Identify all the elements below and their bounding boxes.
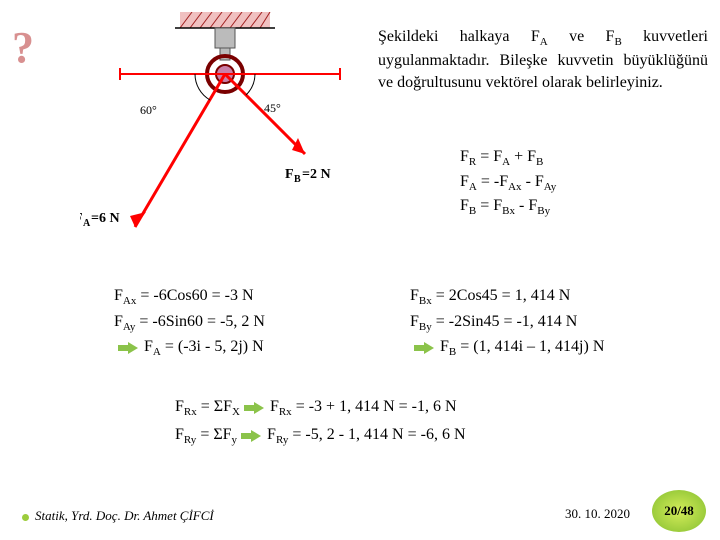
eq-line: FB = FBx - FBy <box>460 195 556 220</box>
eq-line: FR = FA + FB <box>460 146 556 171</box>
eq-line: FBx = 2Cos45 = 1, 414 N <box>410 284 604 310</box>
eq-line-left: FRx = ΣFX <box>175 394 240 422</box>
arrow-right-icon <box>241 430 263 442</box>
page-number-badge: 20/48 <box>652 490 706 532</box>
footer-date: 30. 10. 2020 <box>565 506 630 522</box>
svg-text:=2 N: =2 N <box>302 167 331 182</box>
eq-line: FB = (1, 414i – 1, 414j) N <box>440 335 604 361</box>
eq-line-right: FRx = -3 + 1, 414 N = -1, 6 N <box>270 394 457 422</box>
angle-left-label: 60° <box>140 103 157 117</box>
eq-line: FA = -FAx - FAy <box>460 171 556 196</box>
force-diagram: 60° 45° F A =6 N F B =2 N <box>80 12 380 242</box>
arrow-right-icon <box>244 402 266 414</box>
eq-line-left: FRy = ΣFy <box>175 422 237 450</box>
equations-resultant-calc: FRx = ΣFX FRx = -3 + 1, 414 N = -1, 6 N … <box>175 394 466 450</box>
arrow-right-icon <box>414 342 436 354</box>
eq-line: FAx = -6Cos60 = -3 N <box>114 284 265 310</box>
question-mark: ? <box>12 22 34 73</box>
eq-line: FBy = -2Sin45 = -1, 414 N <box>410 310 604 336</box>
footer-author: Statik, Yrd. Doç. Dr. Ahmet ÇİFCİ <box>22 508 214 524</box>
angle-right-label: 45° <box>264 101 281 115</box>
svg-text:=6 N: =6 N <box>91 211 120 226</box>
equations-fb-components: FBx = 2Cos45 = 1, 414 N FBy = -2Sin45 = … <box>410 284 604 361</box>
eq-line-right: FRy = -5, 2 - 1, 414 N = -6, 6 N <box>267 422 465 450</box>
svg-text:B: B <box>294 174 301 185</box>
equations-resultant-def: FR = FA + FB FA = -FAx - FAy FB = FBx - … <box>460 146 556 220</box>
svg-text:F: F <box>285 167 294 182</box>
problem-statement: Şekildeki halkaya FA ve FB kuvvetleri uy… <box>378 26 708 93</box>
bullet-icon <box>22 514 29 521</box>
eq-line: FAy = -6Sin60 = -5, 2 N <box>114 310 265 336</box>
equations-fa-components: FAx = -6Cos60 = -3 N FAy = -6Sin60 = -5,… <box>114 284 265 361</box>
svg-text:A: A <box>83 218 91 229</box>
arrow-right-icon <box>118 342 140 354</box>
eq-line: FA = (-3i - 5, 2j) N <box>144 335 264 361</box>
